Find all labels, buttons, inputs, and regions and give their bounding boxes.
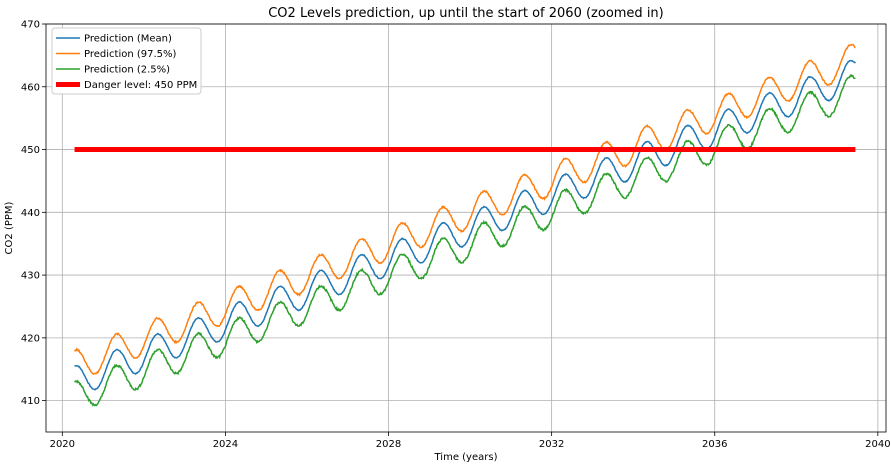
y-tick-label: 430 (21, 271, 40, 282)
series-line-prediction-mean (74, 59, 856, 391)
y-tick-label: 450 (21, 145, 40, 156)
series-line-prediction-97-5 (73, 43, 856, 375)
y-tick-label: 460 (21, 82, 40, 93)
plot-frame (45, 23, 887, 433)
y-tick-label: 420 (21, 333, 40, 344)
x-tick-label: 2040 (865, 439, 890, 450)
x-tick-label: 2028 (376, 439, 401, 450)
x-tick-label: 2024 (213, 439, 238, 450)
chart-title: CO2 Levels prediction, up until the star… (268, 6, 664, 21)
y-tick-label: 440 (21, 208, 40, 219)
series-lines (73, 43, 856, 407)
x-tick-label: 2032 (539, 439, 564, 450)
x-tick-label: 2036 (702, 439, 727, 450)
legend: Prediction (Mean) Prediction (97.5%) Predi… (51, 27, 202, 95)
legend-box (51, 27, 202, 95)
legend-label: Danger level: 450 PPM (84, 80, 197, 91)
axis-ticks: 2020 2024 2028 2032 2036 2040 410 420 430 440 450 4… (21, 20, 891, 451)
legend-label: Prediction (2.5%) (84, 65, 170, 76)
y-tick-label: 410 (21, 396, 40, 407)
y-axis-label: CO2 (PPM) (4, 201, 15, 254)
legend-label: Prediction (Mean) (84, 34, 172, 45)
x-axis-label: Time (years) (434, 452, 498, 463)
y-tick-label: 470 (21, 20, 40, 31)
x-tick-label: 2020 (50, 439, 75, 450)
series-line-prediction-2-5 (74, 73, 856, 407)
legend-label: Prediction (97.5%) (84, 49, 177, 60)
